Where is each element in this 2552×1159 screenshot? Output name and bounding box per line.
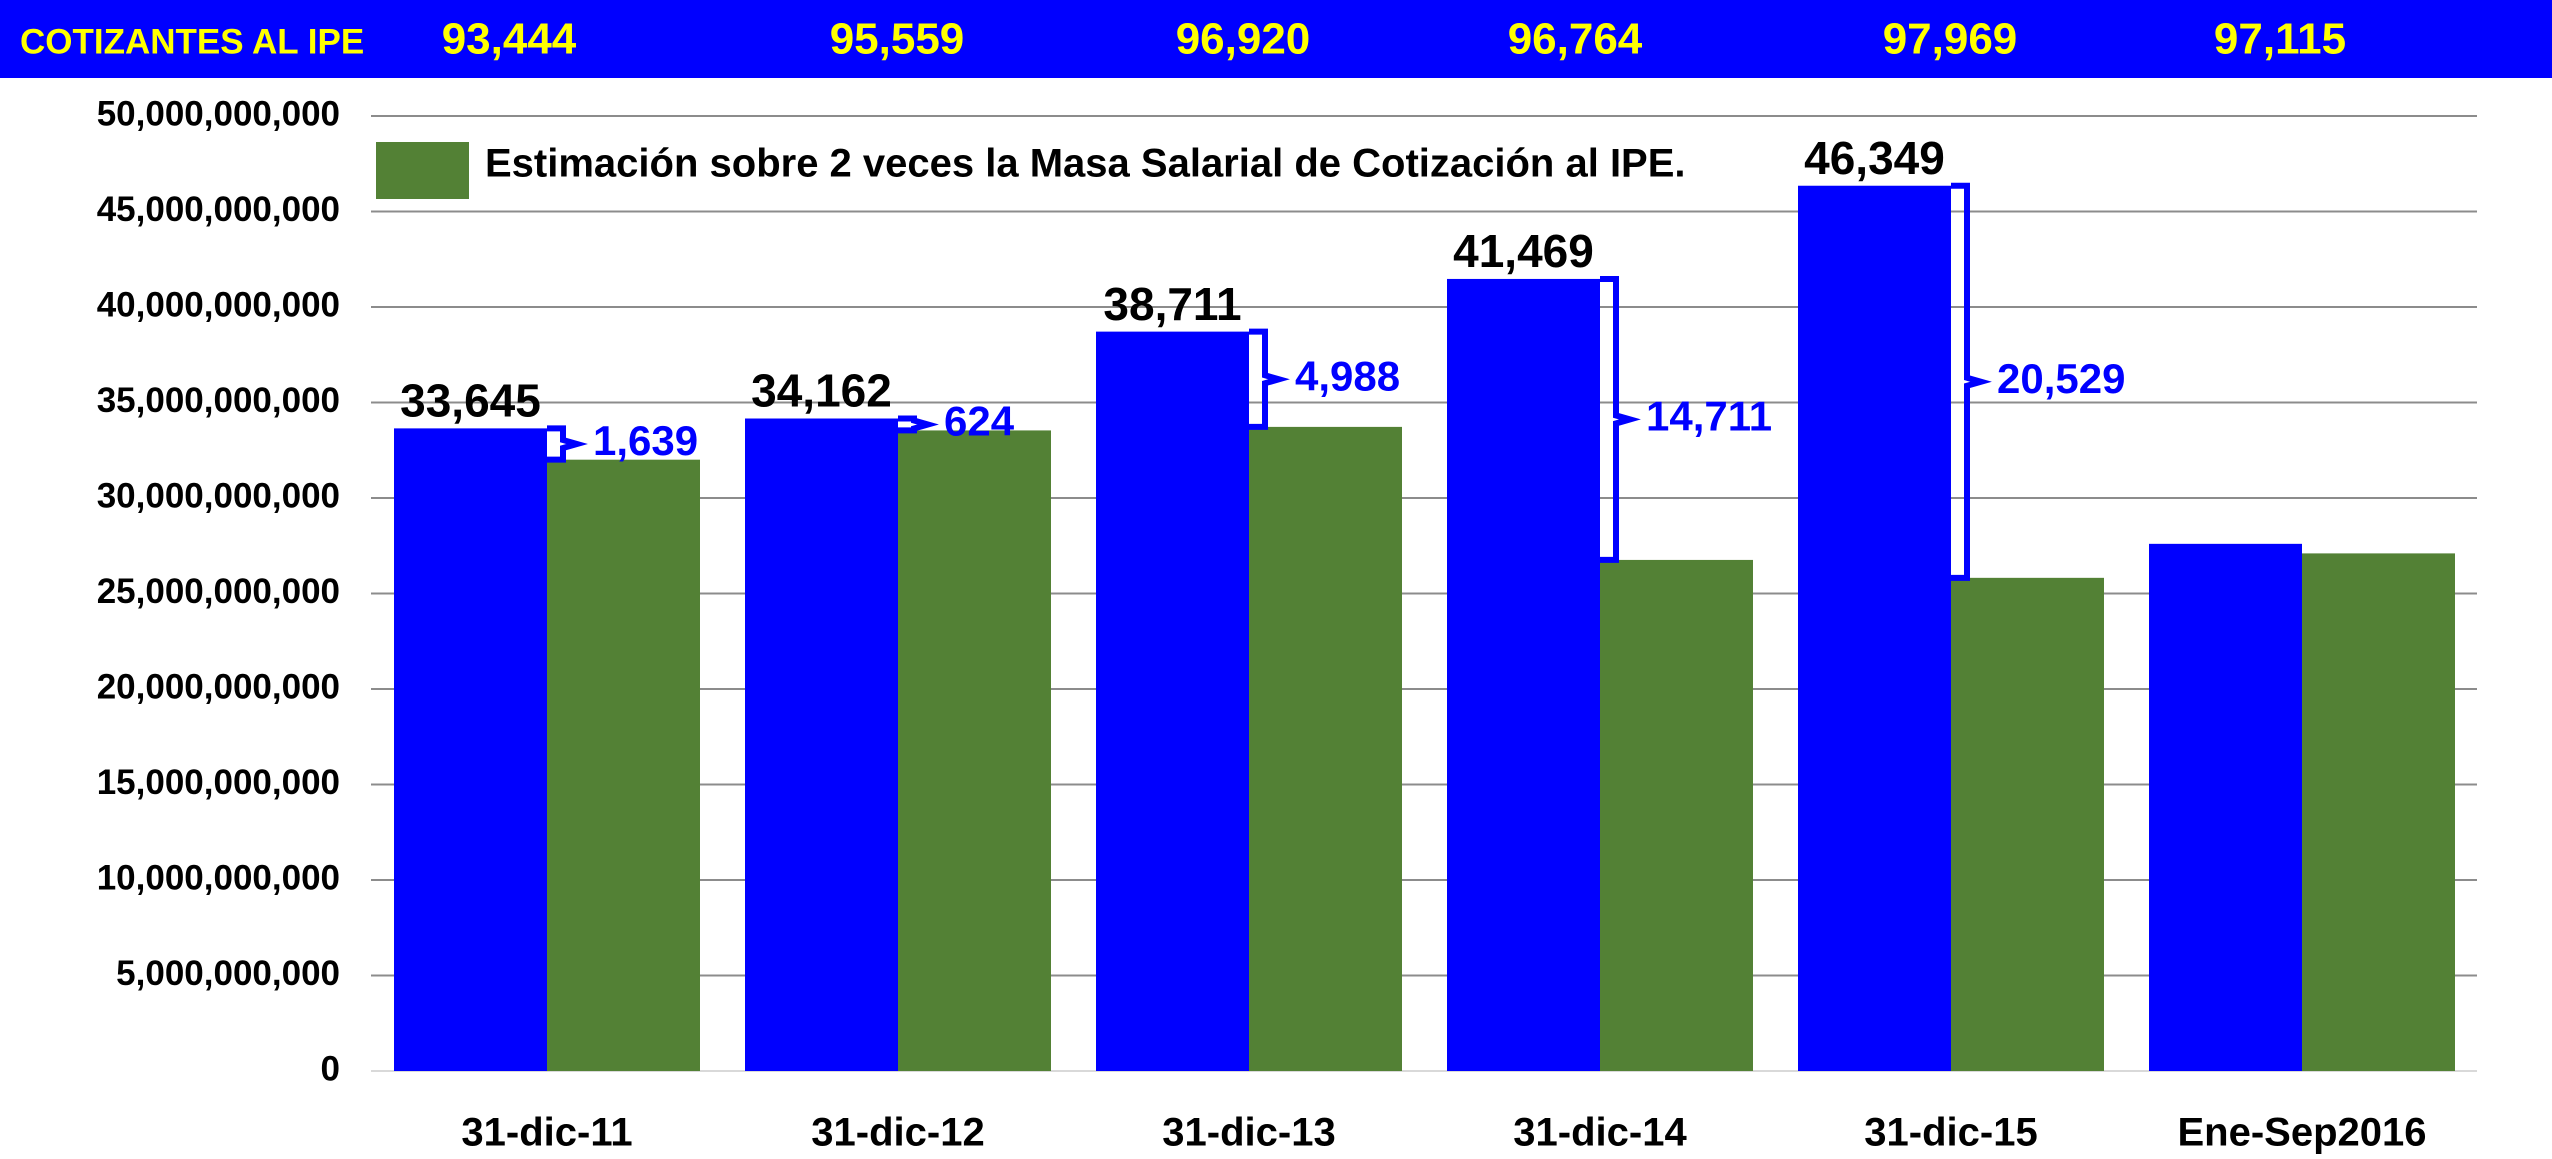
difference-label: 14,711 (1646, 393, 1772, 440)
y-tick-label: 0 (321, 1049, 340, 1088)
banner-value: 97,115 (2214, 15, 2346, 64)
x-tick-label: Ene-Sep2016 (2177, 1111, 2426, 1155)
y-tick-label: 15,000,000,000 (97, 763, 340, 802)
y-tick-label: 25,000,000,000 (97, 572, 340, 611)
difference-label: 1,639 (593, 417, 698, 464)
difference-bracket (1249, 328, 1290, 430)
value-label: 33,645 (400, 375, 541, 427)
bar (394, 428, 547, 1071)
difference-bracket (1951, 182, 1992, 581)
y-tick-label: 10,000,000,000 (97, 858, 340, 897)
bar (745, 418, 898, 1071)
bar (2302, 553, 2455, 1071)
y-tick-label: 50,000,000,000 (97, 94, 340, 133)
banner-value: 95,559 (830, 15, 965, 64)
x-tick-label: 31-dic-13 (1162, 1111, 1335, 1155)
difference-label: 20,529 (1997, 355, 2125, 402)
y-tick-label: 20,000,000,000 (97, 667, 340, 706)
banner-value: 97,969 (1883, 15, 2018, 64)
bar (1798, 185, 1951, 1071)
banner-label: COTIZANTES AL IPE (20, 22, 364, 61)
y-tick-label: 30,000,000,000 (97, 476, 340, 515)
bar (547, 459, 700, 1071)
difference-bracket (898, 415, 939, 434)
value-label: 38,711 (1103, 278, 1241, 330)
value-label: 46,349 (1804, 132, 1945, 184)
banner-value: 96,920 (1176, 15, 1311, 64)
bar (2149, 543, 2302, 1071)
y-tick-label: 35,000,000,000 (97, 381, 340, 420)
value-label: 34,162 (751, 365, 892, 417)
bar (1951, 577, 2104, 1071)
x-tick-label: 31-dic-15 (1864, 1111, 2037, 1155)
value-label: 41,469 (1453, 225, 1594, 277)
bar (1249, 426, 1402, 1071)
bar (1600, 559, 1753, 1071)
bar (898, 430, 1051, 1071)
x-tick-label: 31-dic-14 (1513, 1111, 1687, 1155)
difference-bracket (1600, 275, 1641, 563)
y-tick-label: 5,000,000,000 (116, 954, 340, 993)
difference-label: 4,988 (1295, 352, 1400, 399)
banner-value: 96,764 (1508, 15, 1643, 64)
difference-bracket (547, 425, 588, 463)
y-tick-label: 40,000,000,000 (97, 285, 340, 324)
legend-swatch (376, 142, 469, 199)
difference-label: 624 (944, 398, 1015, 445)
banner (0, 0, 2552, 78)
x-tick-label: 31-dic-11 (461, 1111, 632, 1155)
x-tick-label: 31-dic-12 (811, 1111, 984, 1155)
banner-value: 93,444 (442, 15, 577, 64)
legend-label: Estimación sobre 2 veces la Masa Salaria… (485, 142, 1686, 186)
bar (1096, 331, 1249, 1072)
y-tick-label: 45,000,000,000 (97, 190, 340, 229)
bar (1447, 278, 1600, 1071)
